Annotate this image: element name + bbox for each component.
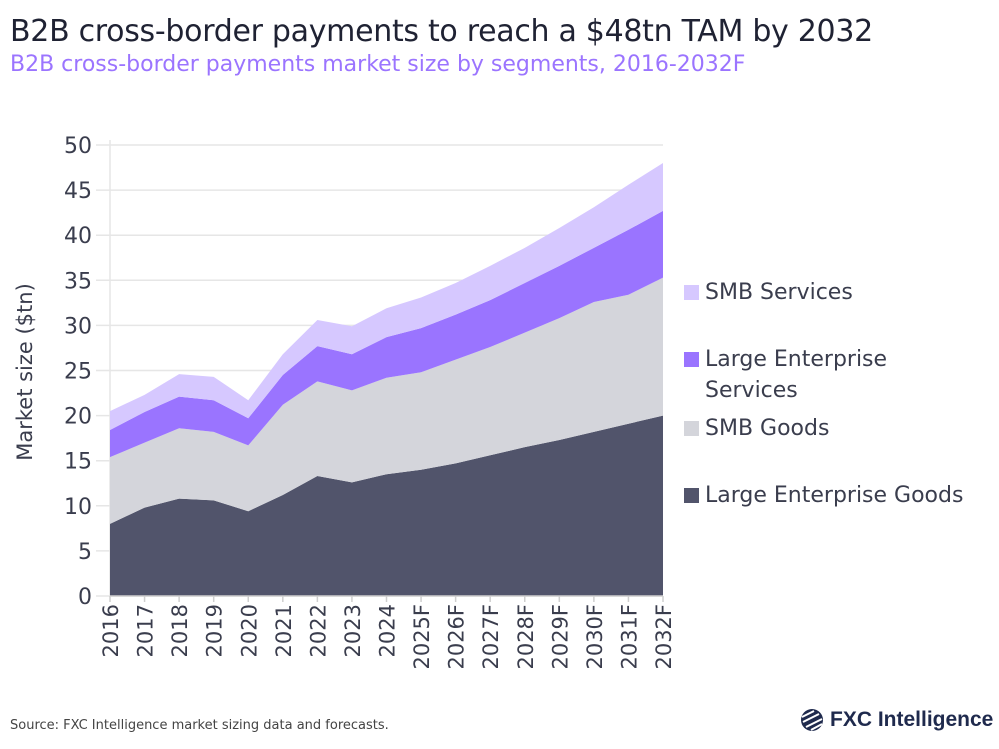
y-tick-label: 15 [64, 450, 92, 475]
x-tick-label: 2018 [168, 604, 192, 657]
x-tick-label: 2026F [445, 604, 469, 670]
y-tick-label: 45 [64, 179, 92, 204]
y-axis-label: Market size ($tn) [13, 283, 37, 461]
x-tick-label: 2028F [514, 604, 538, 670]
x-tick-label: 2029F [548, 604, 572, 670]
logo-text: FXC Intelligence [830, 708, 994, 731]
y-tick-label: 10 [64, 495, 92, 520]
x-tick-label: 2022 [306, 604, 330, 657]
x-tick-label: 2021 [272, 604, 296, 657]
y-tick-label: 35 [64, 269, 92, 294]
legend-swatch-large-enterprise-services [684, 352, 699, 367]
chart-subtitle: B2B cross-border payments market size by… [10, 52, 746, 77]
y-tick-label: 40 [64, 224, 92, 249]
x-tick-label: 2020 [237, 604, 261, 657]
y-tick-label: 0 [78, 585, 92, 610]
legend-swatch-smb-services [684, 285, 699, 300]
legend-swatch-large-enterprise-goods [684, 488, 699, 503]
legend-label-line: Services [705, 378, 798, 403]
x-tick-label: 2031F [617, 604, 641, 670]
source-note: Source: FXC Intelligence market sizing d… [10, 718, 389, 733]
x-tick-label: 2016 [99, 604, 123, 657]
area-smb-goods [110, 277, 663, 524]
x-tick-label: 2027F [479, 604, 503, 670]
x-tick-label: 2019 [203, 604, 227, 657]
legend-label-smb-services: SMB Services [705, 280, 853, 305]
x-tick-label: 2032F [652, 604, 676, 670]
x-tick-label: 2025F [410, 604, 434, 670]
legend-label-large-enterprise-goods: Large Enterprise Goods [705, 483, 964, 508]
legend-label-smb-goods: SMB Goods [705, 416, 830, 441]
x-tick-label: 2024 [376, 604, 400, 657]
legend-label-line: Large Enterprise [705, 347, 888, 372]
y-tick-label: 20 [64, 405, 92, 430]
fxc-logo-icon [801, 709, 823, 731]
x-tick-label: 2017 [134, 604, 158, 657]
y-tick-label: 50 [64, 134, 92, 159]
y-tick-label: 30 [64, 314, 92, 339]
chart-title: B2B cross-border payments to reach a $48… [10, 14, 873, 49]
fxc-logo: FXC Intelligence [800, 708, 993, 732]
legend-label-large-enterprise-services: Large Enterprise Services [705, 344, 887, 406]
x-tick-label: 2023 [341, 604, 365, 657]
area-large-enterprise-services [110, 210, 663, 458]
y-tick-label: 5 [78, 540, 92, 565]
y-tick-label: 25 [64, 360, 92, 385]
legend-swatch-smb-goods [684, 421, 699, 436]
area-large-enterprise-goods [110, 415, 663, 596]
x-tick-label: 2030F [583, 604, 607, 670]
